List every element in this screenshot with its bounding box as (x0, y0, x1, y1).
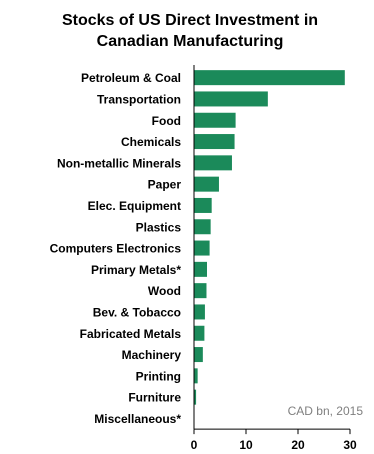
bar-13 (194, 347, 203, 363)
bar-4 (194, 155, 232, 171)
bar-2 (194, 112, 236, 128)
x-tick-label-2: 20 (291, 438, 305, 452)
bar-14 (194, 368, 198, 384)
bar-7 (194, 219, 211, 235)
category-label-14: Printing (136, 369, 181, 383)
category-label-4: Non-metallic Minerals (57, 156, 181, 170)
bar-1 (194, 91, 268, 107)
x-tick-label-3: 30 (343, 438, 357, 452)
category-label-8: Computers Electronics (50, 242, 182, 256)
bar-5 (194, 176, 219, 192)
category-label-13: Machinery (122, 348, 182, 362)
bar-10 (194, 283, 207, 299)
category-label-15: Furniture (128, 391, 181, 405)
category-label-2: Food (152, 114, 181, 128)
x-tick-label-1: 10 (239, 438, 253, 452)
category-label-3: Chemicals (121, 135, 181, 149)
category-label-11: Bev. & Tobacco (93, 305, 181, 319)
category-label-10: Wood (148, 284, 181, 298)
category-label-5: Paper (148, 178, 182, 192)
category-label-1: Transportation (97, 92, 181, 106)
category-label-6: Elec. Equipment (88, 199, 181, 213)
category-label-16: Miscellaneous* (94, 412, 181, 426)
chart-title-line-2: Canadian Manufacturing (97, 33, 284, 50)
x-tick-label-0: 0 (191, 438, 198, 452)
category-label-7: Plastics (136, 220, 182, 234)
category-label-9: Primary Metals* (91, 263, 181, 277)
bar-3 (194, 134, 235, 150)
bar-series (194, 70, 345, 405)
bar-8 (194, 240, 210, 256)
x-axis: 0 10 20 30 (191, 428, 357, 452)
bar-0 (194, 70, 345, 86)
bar-11 (194, 304, 205, 320)
bar-6 (194, 197, 212, 213)
category-label-0: Petroleum & Coal (81, 71, 181, 85)
category-labels: Petroleum & Coal Transportation Food Chemic… (50, 71, 182, 426)
bar-9 (194, 261, 207, 277)
category-label-12: Fabricated Metals (80, 327, 182, 341)
units-annotation: CAD bn, 2015 (288, 404, 364, 418)
bar-12 (194, 325, 205, 341)
bar-15 (194, 389, 197, 405)
chart-title: Stocks of US Direct Investment in Canadi… (62, 12, 318, 50)
chart-title-line-1: Stocks of US Direct Investment in (62, 12, 318, 29)
